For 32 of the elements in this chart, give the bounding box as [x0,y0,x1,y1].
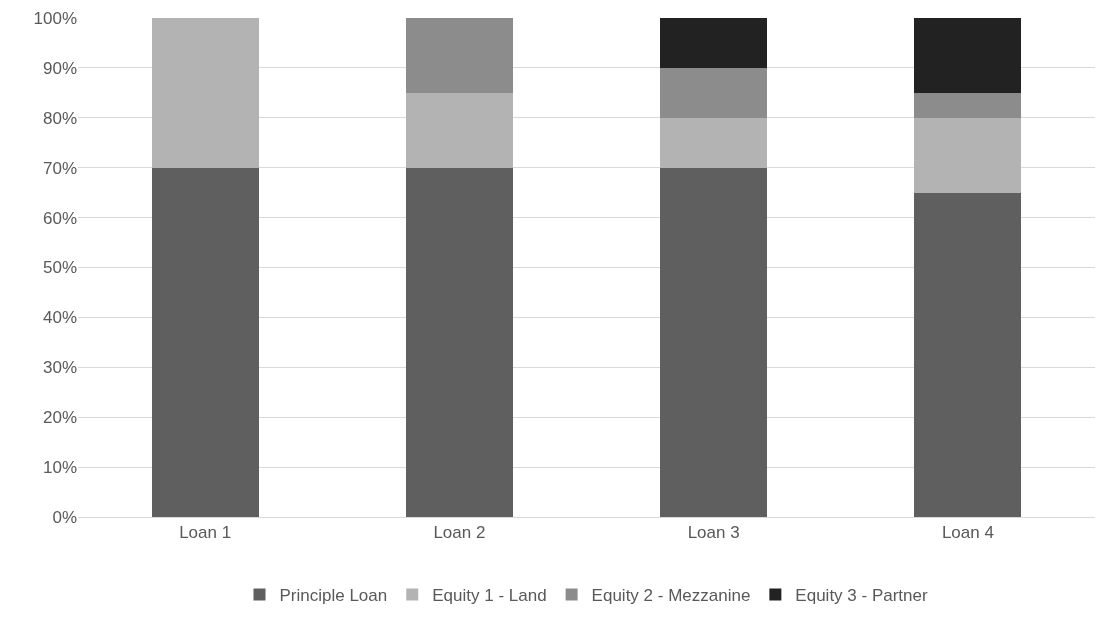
bar [660,117,768,168]
y-tick-label: 40% [42,308,77,328]
legend-label: Equity 3 - Partner [795,586,928,606]
bar [914,117,1022,193]
legend-label: Equity 1 - Land [432,586,547,606]
bar [151,18,259,168]
legend-label: Principle Loan [279,586,388,606]
y-tick-label: 90% [42,58,77,78]
y-tick-label: 50% [42,258,77,278]
y-tick-label: 80% [42,108,77,128]
bar [405,18,513,93]
y-tick-label: 100% [33,8,77,28]
bar [914,18,1022,93]
bar [151,167,259,517]
bar [405,92,513,168]
bar [660,167,768,517]
bar [405,167,513,517]
y-tick-label: 70% [42,158,77,178]
bar [660,18,768,68]
x-tick-label: Loan 4 [941,523,994,543]
y-tick-label: 0% [52,507,77,527]
y-tick-label: 20% [42,408,77,428]
bar [914,192,1022,517]
x-tick-label: Loan 1 [179,523,232,543]
bar [660,67,768,118]
x-tick-label: Loan 2 [433,523,486,543]
y-tick-label: 60% [42,208,77,228]
legend-label: Equity 2 - Mezzanine [591,586,751,606]
y-tick-label: 30% [42,358,77,378]
y-tick-label: 10% [42,458,77,478]
bar [914,92,1022,118]
x-tick-label: Loan 3 [687,523,740,543]
